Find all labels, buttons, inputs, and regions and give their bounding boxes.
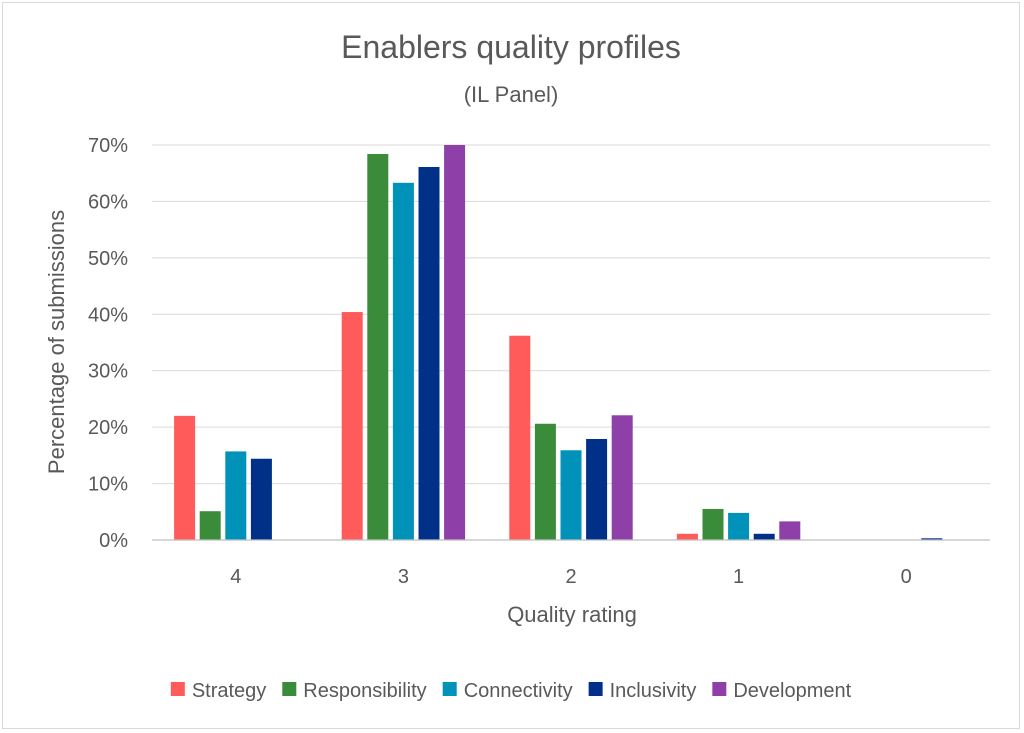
bar-development-1 (779, 521, 801, 540)
x-axis-label: Quality rating (507, 602, 637, 627)
bar-strategy-3 (341, 312, 363, 540)
bar-strategy-1 (676, 533, 698, 540)
legend-label: Development (733, 680, 851, 702)
gridlines (152, 144, 990, 485)
bar-inclusivity-2 (586, 438, 608, 540)
legend-item-responsibility: Responsibility (282, 680, 427, 702)
bar-connectivity-3 (392, 182, 414, 541)
legend-label: Inclusivity (610, 680, 697, 702)
bar-responsibility-3 (367, 154, 389, 540)
bar-connectivity-4 (225, 451, 247, 540)
y-tick-label: 0% (99, 530, 128, 552)
x-tick-label: 0 (901, 566, 912, 588)
bar-responsibility-2 (534, 423, 556, 540)
y-tick-label: 30% (88, 361, 128, 383)
bar-connectivity-2 (560, 450, 582, 540)
legend-item-strategy: Strategy (170, 680, 266, 702)
bar-inclusivity-0 (921, 538, 943, 540)
y-tick-label: 60% (88, 191, 128, 213)
y-tick-label: 20% (88, 417, 128, 439)
bar-responsibility-1 (702, 508, 724, 540)
bar-strategy-4 (174, 415, 196, 540)
y-axis-ticks: 0% 10% 20% 30% 40% 50% 60% 70% (88, 135, 128, 552)
bar-development-3 (444, 145, 466, 540)
y-axis-label: Percentage of submissions (44, 210, 69, 474)
legend-swatch (442, 682, 457, 696)
x-tick-label: 3 (398, 566, 409, 588)
legend-item-development: Development (712, 680, 852, 702)
y-tick-label: 10% (88, 474, 128, 496)
legend: Strategy Responsibility Connectivity Inclus… (170, 680, 852, 702)
bar-responsibility-4 (199, 511, 221, 540)
legend-swatch (712, 682, 727, 696)
legend-label: Strategy (192, 680, 266, 702)
x-tick-label: 2 (565, 566, 576, 588)
chart-subtitle: (IL Panel) (464, 82, 559, 107)
legend-swatch (588, 682, 603, 696)
y-tick-label: 70% (88, 135, 128, 157)
bar-strategy-2 (509, 335, 531, 540)
legend-swatch (282, 682, 297, 696)
bar-inclusivity-1 (753, 533, 775, 540)
legend-item-connectivity: Connectivity (442, 680, 573, 702)
legend-label: Connectivity (464, 680, 573, 702)
y-tick-label: 50% (88, 248, 128, 270)
bar-inclusivity-3 (418, 167, 440, 540)
x-tick-label: 4 (230, 566, 241, 588)
legend-swatch (170, 682, 185, 696)
x-tick-label: 1 (733, 566, 744, 588)
y-tick-label: 40% (88, 304, 128, 326)
bar-development-2 (611, 415, 633, 540)
legend-item-inclusivity: Inclusivity (588, 680, 697, 702)
bar-connectivity-1 (728, 512, 750, 540)
bar-inclusivity-4 (250, 458, 272, 540)
bars (174, 145, 943, 541)
legend-label: Responsibility (303, 680, 426, 702)
chart-title: Enablers quality profiles (341, 29, 681, 65)
x-axis-ticks: 4 3 2 1 0 (230, 566, 912, 588)
